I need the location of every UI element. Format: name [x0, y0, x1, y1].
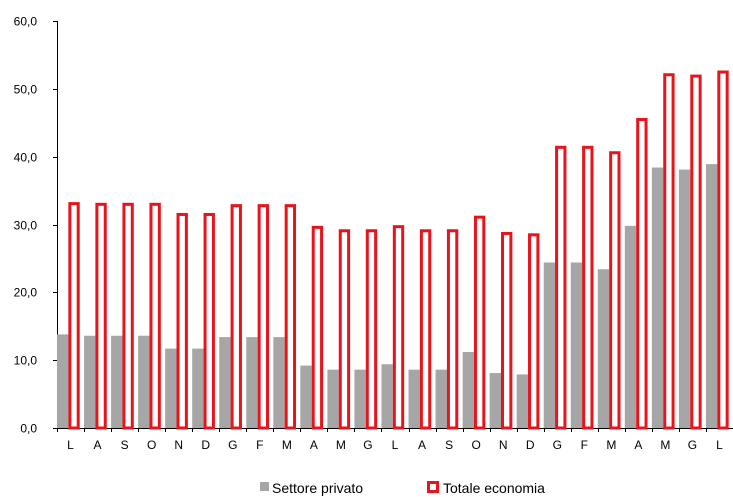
- y-tick-label: 60,0: [14, 15, 38, 29]
- x-tick-label: O: [147, 438, 156, 452]
- bar-settore-privato: [570, 262, 583, 428]
- bar-settore-privato: [435, 369, 447, 428]
- bar-totale-economia: [473, 215, 486, 430]
- bar-totale-economia: [149, 202, 161, 430]
- x-tick-label: A: [310, 438, 318, 452]
- bar-settore-privato: [678, 169, 691, 428]
- x-tick-label: F: [256, 438, 263, 452]
- bar-totale-economia: [528, 233, 540, 430]
- x-tick-label: S: [121, 438, 129, 452]
- x-tick-label: L: [67, 438, 74, 452]
- bar-totale-economia: [500, 231, 513, 430]
- x-tick-label: G: [363, 438, 372, 452]
- bar-totale-economia: [717, 70, 729, 430]
- bar-totale-economia: [690, 74, 702, 430]
- bar-settore-privato: [219, 337, 231, 428]
- bar-totale-economia: [203, 212, 215, 430]
- bar-settore-privato: [651, 167, 664, 428]
- bar-totale-economia: [311, 225, 324, 430]
- bar-totale-economia: [663, 73, 675, 430]
- bar-totale-economia: [257, 204, 269, 430]
- x-tick-label: G: [688, 438, 697, 452]
- bar-settore-privato: [354, 369, 366, 428]
- legend: Settore privato Totale economia: [260, 480, 545, 496]
- bar-settore-privato: [111, 335, 123, 428]
- bar-settore-privato: [327, 369, 339, 428]
- bar-settore-privato: [516, 374, 529, 428]
- x-tick-label: G: [228, 438, 237, 452]
- bar-settore-privato: [381, 364, 393, 428]
- bar-totale-economia: [95, 202, 107, 430]
- x-tick-label: M: [660, 438, 670, 452]
- x-tick-label: G: [553, 438, 562, 452]
- bar-totale-economia: [284, 204, 297, 430]
- bar-settore-privato: [138, 335, 150, 428]
- bar-settore-privato: [84, 335, 96, 428]
- bar-settore-privato: [300, 365, 312, 428]
- bar-settore-privato: [705, 164, 718, 428]
- x-tick-label: A: [634, 438, 642, 452]
- y-tick-label: 50,0: [14, 83, 38, 97]
- x-tick-label: N: [174, 438, 183, 452]
- x-tick-label: N: [499, 438, 508, 452]
- x-tick-label: O: [471, 438, 480, 452]
- bar-settore-privato: [624, 225, 637, 428]
- bars: [57, 70, 729, 430]
- legend-swatch-totale-economia: [427, 481, 439, 493]
- y-axis: 0,0 10,0 20,0 30,0 40,0 50,0 60,0: [14, 15, 58, 436]
- y-tick-label: 20,0: [14, 286, 38, 300]
- bar-settore-privato: [192, 348, 204, 428]
- bar-totale-economia: [122, 202, 134, 430]
- bar-totale-economia: [68, 202, 80, 430]
- bar-totale-economia: [392, 225, 405, 430]
- bar-settore-privato: [273, 337, 285, 428]
- bar-totale-economia: [609, 151, 621, 430]
- legend-label-totale-economia: Totale economia: [443, 480, 545, 496]
- bar-totale-economia: [338, 229, 351, 430]
- bar-totale-economia: [446, 229, 459, 430]
- bar-settore-privato: [246, 337, 258, 428]
- bar-settore-privato: [408, 369, 420, 428]
- bar-settore-privato: [57, 334, 69, 428]
- legend-swatch-settore-privato: [260, 482, 269, 491]
- bar-totale-economia: [419, 229, 432, 430]
- bar-totale-economia: [636, 118, 648, 430]
- bar-settore-privato: [597, 269, 610, 428]
- y-tick-label: 30,0: [14, 219, 38, 233]
- bar-totale-economia: [176, 212, 188, 430]
- x-tick-label: A: [94, 438, 102, 452]
- y-tick-label: 10,0: [14, 354, 38, 368]
- x-tick-label: D: [201, 438, 210, 452]
- bar-totale-economia: [582, 145, 594, 430]
- x-tick-label: F: [581, 438, 588, 452]
- bar-settore-privato: [462, 352, 474, 428]
- x-tick-label: D: [526, 438, 535, 452]
- x-tick-label: M: [606, 438, 616, 452]
- y-tick-label: 0,0: [20, 422, 37, 436]
- bar-settore-privato: [489, 373, 501, 428]
- x-tick-label: L: [392, 438, 399, 452]
- bar-totale-economia: [230, 204, 242, 430]
- bar-settore-privato: [165, 348, 177, 428]
- legend-label-settore-privato: Settore privato: [272, 480, 363, 496]
- x-tick-label: M: [336, 438, 346, 452]
- x-tick-label: M: [282, 438, 292, 452]
- bar-totale-economia: [555, 145, 567, 430]
- x-tick-label: L: [716, 438, 723, 452]
- x-tick-label: S: [445, 438, 453, 452]
- y-tick-label: 40,0: [14, 151, 38, 165]
- bar-totale-economia: [365, 229, 378, 430]
- bar-settore-privato: [543, 262, 556, 428]
- x-tick-label: A: [418, 438, 426, 452]
